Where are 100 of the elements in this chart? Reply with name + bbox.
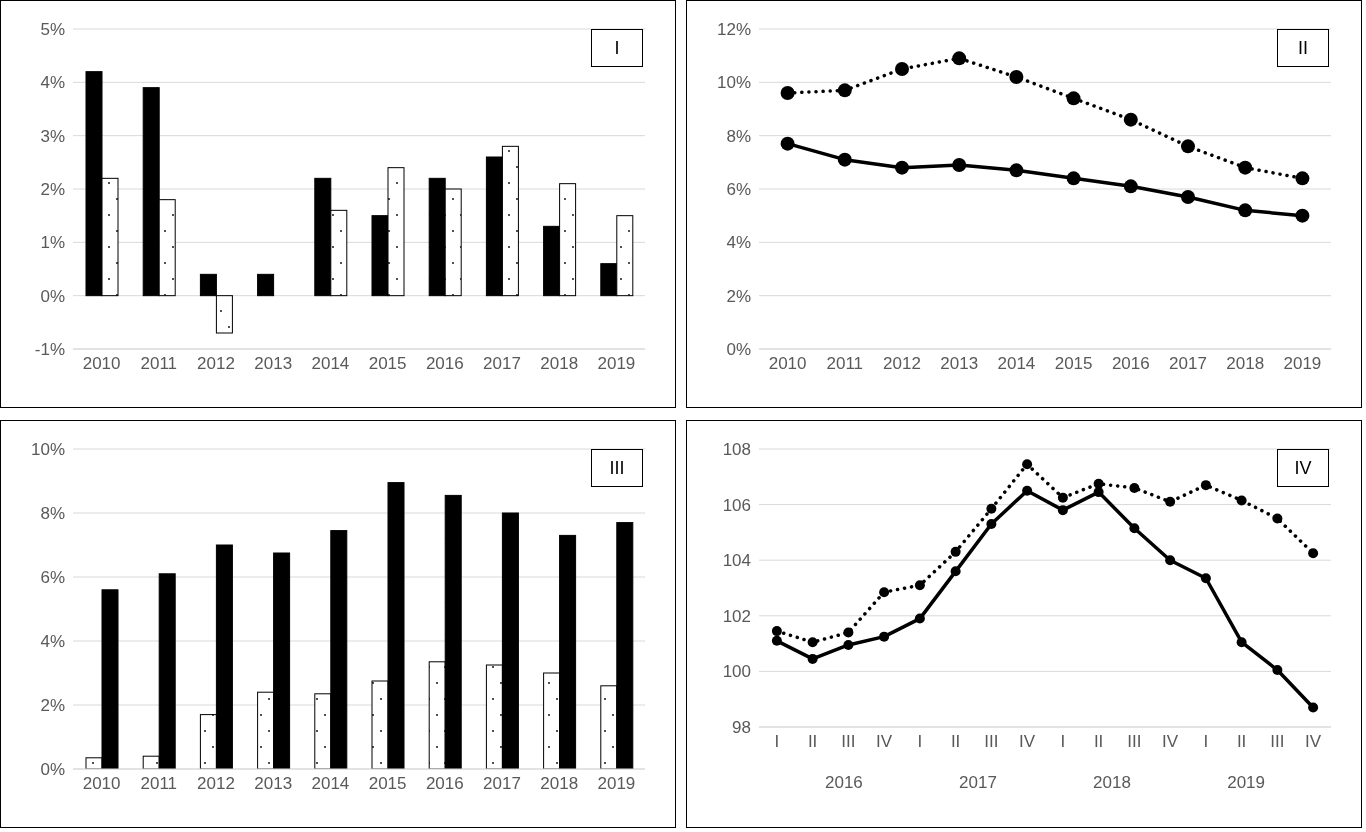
x-tick-label: III (841, 732, 856, 752)
x-tick-label: 2014 (311, 354, 350, 374)
point (1057, 505, 1068, 516)
x-tick-label: IV (1162, 732, 1179, 752)
point (807, 637, 818, 648)
y-tick-label: -1% (34, 340, 65, 360)
x-tick-label: I (774, 732, 780, 752)
x-tick-label: 2018 (540, 774, 579, 794)
x-tick-label: II (950, 732, 961, 752)
x-tick-label: I (917, 732, 923, 752)
x-tick-label: 2019 (597, 774, 636, 794)
x-tick-label: 2011 (140, 354, 178, 374)
y-tick-label: 6% (726, 180, 751, 200)
x-tick-label: 2013 (254, 354, 293, 374)
point (771, 626, 782, 637)
point (1009, 70, 1024, 84)
point (1165, 496, 1176, 507)
text: II (1277, 29, 1329, 67)
text: III (591, 449, 643, 487)
y-tick-label: 102 (722, 606, 751, 626)
point (1022, 485, 1033, 496)
x-tick-label: 2014 (311, 774, 350, 794)
y-tick-label: 10% (716, 73, 751, 93)
point (780, 86, 795, 100)
x-tick-label: 2010 (82, 774, 121, 794)
point (1295, 208, 1310, 223)
point (1093, 478, 1104, 489)
point (1181, 139, 1195, 154)
x-tick-label: 2012 (883, 354, 921, 374)
point (914, 580, 925, 591)
x-tick-label: IV (1019, 732, 1036, 752)
point (1165, 555, 1176, 566)
y-tick-label: 0% (40, 760, 65, 780)
x-tick-label: 2016 (1111, 354, 1150, 374)
point (879, 587, 890, 598)
y-tick-label: 0% (726, 340, 751, 360)
y-tick-label: 8% (726, 126, 751, 146)
x-tick-label: 2011 (826, 354, 864, 374)
point (952, 51, 967, 66)
x-tick-label: II (807, 732, 818, 752)
x-tick-label: 2015 (368, 774, 407, 794)
y-tick-label: 4% (726, 233, 751, 253)
x-tick-label: I (1203, 732, 1209, 752)
x-tick-label: 2017 (483, 774, 521, 794)
point (952, 158, 967, 172)
x-tick-label: II (1093, 732, 1104, 752)
point (1123, 179, 1138, 194)
point (1272, 513, 1283, 524)
point (1200, 480, 1211, 491)
point (1181, 190, 1195, 204)
point (1308, 702, 1319, 713)
x-tick-label: I (1060, 732, 1066, 752)
point (1295, 171, 1310, 186)
point (1123, 112, 1138, 127)
point (780, 136, 795, 151)
y-tick-label: 12% (716, 20, 751, 40)
point (1066, 91, 1081, 106)
y-tick-label: 3% (40, 126, 65, 146)
point (986, 503, 997, 514)
x-tick-label: IV (1305, 732, 1322, 752)
x-tick-label: 2013 (940, 354, 979, 374)
x-tick-label: 2012 (197, 774, 235, 794)
point (1238, 160, 1253, 175)
point (895, 160, 909, 175)
x-tick-label: 2018 (540, 354, 579, 374)
y-tick-label: 100 (722, 662, 751, 682)
point (1022, 459, 1033, 470)
y-tick-label: 0% (40, 286, 65, 306)
y-tick-label: 98 (732, 718, 751, 738)
x-tick-label: 2010 (768, 354, 807, 374)
x-tick-label: 2017 (1169, 354, 1207, 374)
point (1129, 523, 1140, 534)
y-tick-label: 2% (726, 286, 751, 306)
x-tick-label: 2011 (140, 774, 178, 794)
point (1129, 482, 1140, 493)
y-tick-label: 2% (40, 180, 65, 200)
point (1272, 665, 1283, 676)
point (771, 635, 782, 646)
x-tick-label: 2015 (368, 354, 407, 374)
x-tick-label: 2015 (1054, 354, 1093, 374)
y-tick-label: 6% (40, 568, 65, 588)
y-tick-label: 4% (40, 73, 65, 93)
point (879, 631, 890, 642)
x-tick-label: 2017 (483, 354, 521, 374)
x-tick-label: III (984, 732, 999, 752)
y-tick-label: 4% (40, 632, 65, 652)
x-tick-label: 2016 (425, 774, 464, 794)
y-tick-label: 1% (40, 233, 65, 253)
y-tick-label: 8% (40, 504, 65, 524)
point (1236, 637, 1247, 648)
point (837, 83, 852, 98)
point (1238, 203, 1253, 218)
text: I (591, 29, 643, 67)
point (1066, 171, 1081, 186)
x-tick-label: IV (876, 732, 893, 752)
point (1093, 487, 1104, 498)
x-tick-label: II (1236, 732, 1247, 752)
point (843, 639, 854, 650)
x-tick-label: III (1127, 732, 1142, 752)
point (837, 152, 852, 167)
